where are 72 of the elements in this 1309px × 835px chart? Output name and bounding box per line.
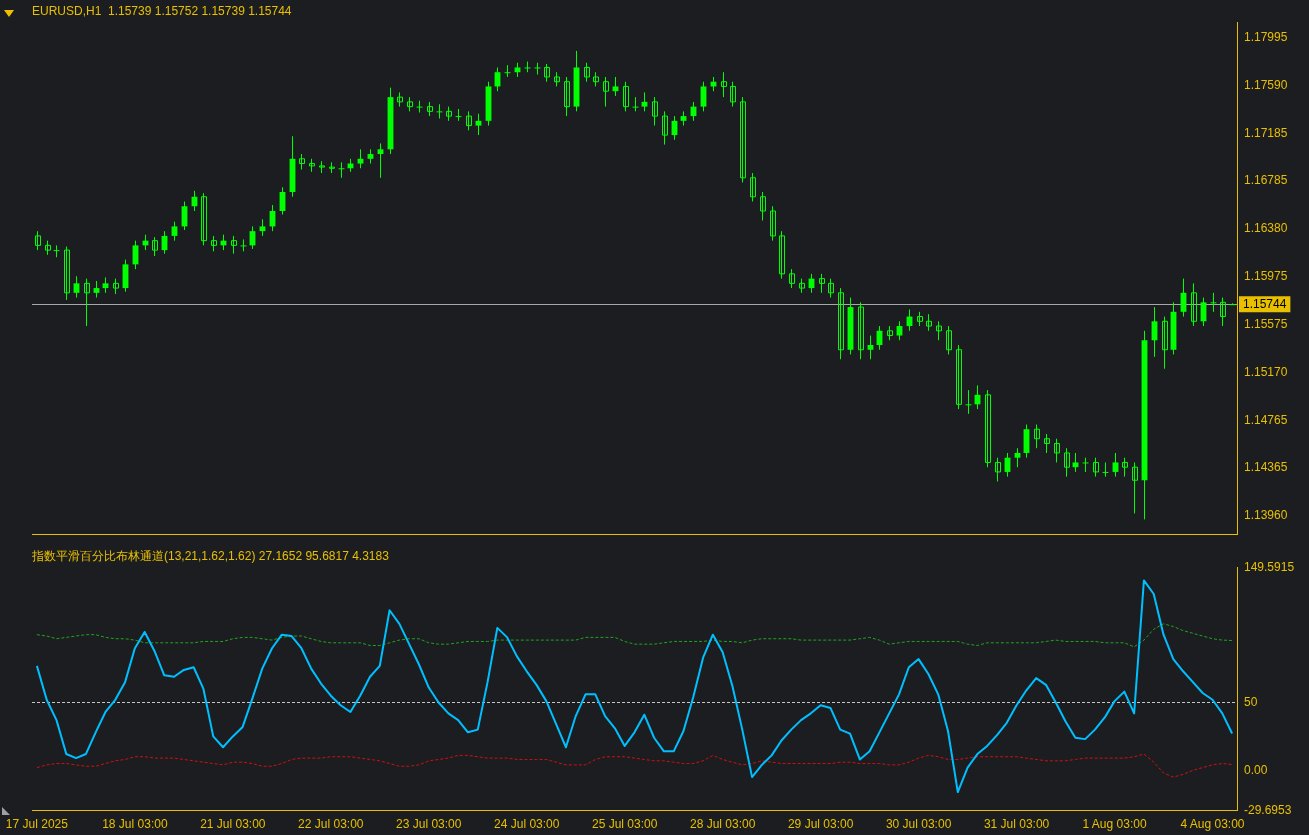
candlestick: [1122, 457, 1128, 478]
candlestick: [603, 76, 609, 108]
candlestick: [1093, 457, 1099, 478]
y-tick-label: 0.00: [1244, 762, 1268, 777]
ref-line-label: 1.15744: [1243, 296, 1287, 311]
y-tick-label: 1.13960: [1244, 508, 1288, 523]
candlestick: [1162, 316, 1168, 370]
candlestick: [623, 81, 629, 112]
candlestick: [1044, 433, 1050, 454]
x-tick-label: 21 Jul 03:00: [200, 817, 266, 832]
y-tick-label: 1.17995: [1244, 29, 1288, 44]
candlestick: [1064, 447, 1070, 478]
candlestick: [662, 110, 668, 146]
candlestick: [1132, 461, 1138, 514]
x-tick-label: 28 Jul 03:00: [689, 817, 756, 832]
x-tick-label: 30 Jul 03:00: [885, 817, 952, 832]
candlestick: [152, 236, 158, 257]
candlestick: [721, 71, 727, 98]
candlestick: [936, 320, 942, 341]
chart-title: 指数平滑百分比布林通道(13,21,1.62,1.62) 27.1652 95.6817 4.3183: [31, 548, 390, 563]
x-tick-label: 29 Jul 03:00: [787, 817, 854, 832]
chart-title: EURUSD,H1 1.15739 1.15752 1.15739 1.15744: [32, 3, 292, 18]
candlestick: [584, 62, 590, 83]
candlestick: [946, 325, 952, 356]
y-tick-label: 1.16785: [1244, 173, 1288, 188]
candlestick: [819, 273, 825, 294]
y-tick-label: 1.16380: [1244, 221, 1288, 236]
candlestick: [1191, 282, 1197, 327]
y-tick-label: -29.6953: [1244, 802, 1292, 817]
y-tick-label: 149.5915: [1244, 559, 1295, 574]
candlestick: [1054, 438, 1060, 463]
line-series: [36, 753, 1233, 778]
candlestick: [652, 96, 658, 127]
x-tick-label: 23 Jul 03:00: [396, 817, 462, 832]
candlestick: [985, 389, 991, 468]
candlestick: [995, 457, 1001, 482]
candlestick: [779, 230, 785, 280]
y-tick-label: 1.17185: [1244, 125, 1288, 140]
y-tick-label: 1.15575: [1244, 316, 1288, 331]
candlestick: [466, 110, 472, 131]
x-tick-label: 31 Jul 03:00: [983, 817, 1050, 832]
candlestick: [956, 344, 962, 410]
x-tick-label: 22 Jul 03:00: [298, 817, 364, 832]
candlestick: [789, 268, 795, 289]
candlestick: [730, 81, 736, 108]
candlestick: [740, 96, 746, 184]
candlestick: [1034, 423, 1040, 449]
candlestick: [760, 191, 766, 221]
candlestick: [750, 172, 756, 202]
candlestick: [564, 76, 570, 117]
candlestick: [64, 246, 70, 301]
y-tick-label: 1.14365: [1244, 460, 1288, 475]
x-tick-label: 17 Jul 2025: [5, 817, 69, 832]
candlestick: [1220, 297, 1226, 327]
x-tick-label: 25 Jul 03:00: [592, 817, 658, 832]
line-series: [36, 623, 1233, 648]
candlestick: [828, 278, 834, 299]
candlestick: [858, 301, 864, 360]
candlestick: [84, 278, 90, 327]
candlestick: [838, 287, 844, 360]
x-tick-label: 18 Jul 03:00: [102, 817, 168, 832]
candlestick: [35, 230, 41, 251]
y-tick-label: 50: [1244, 694, 1258, 709]
y-tick-label: 1.15170: [1244, 364, 1288, 379]
y-tick-label: 1.14765: [1244, 412, 1288, 427]
x-tick-label: 4 Aug 03:00: [1180, 817, 1245, 832]
y-tick-label: 1.17590: [1244, 77, 1288, 92]
y-tick-label: 1.15975: [1244, 269, 1288, 284]
x-tick-label: 1 Aug 03:00: [1082, 817, 1147, 832]
candlestick: [201, 192, 207, 246]
x-tick-label: 24 Jul 03:00: [494, 817, 560, 832]
candlestick: [770, 205, 776, 242]
